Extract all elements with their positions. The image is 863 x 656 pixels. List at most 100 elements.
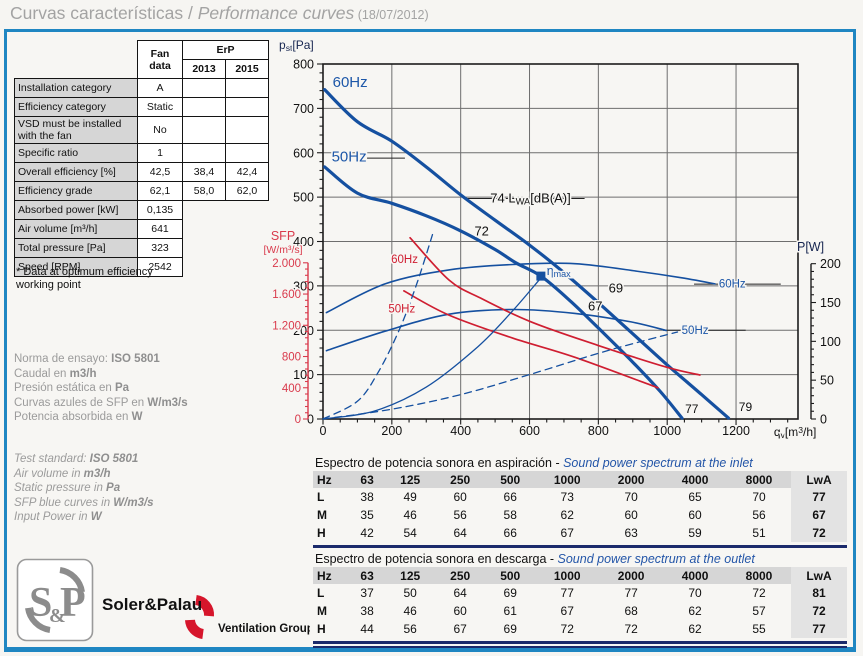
curve-label: 60Hz bbox=[719, 279, 746, 291]
band-label: M bbox=[317, 508, 327, 522]
spl-value: 56 bbox=[752, 508, 766, 522]
curve-label: 50Hz bbox=[332, 149, 367, 166]
spl-value: 62 bbox=[688, 622, 702, 636]
erp-2015-value: 62,0 bbox=[225, 181, 269, 201]
column-header: 250 bbox=[435, 471, 486, 488]
table-row: Speed [RPM] 2542 bbox=[14, 257, 269, 277]
x-tick-label: 0 bbox=[320, 424, 327, 438]
spl-value: 68 bbox=[624, 604, 638, 618]
soler-palau-logo: Soler&Palau Ventilation Group bbox=[102, 595, 314, 639]
spl-value: 66 bbox=[503, 490, 517, 504]
sound-title-es: Espectro de potencia sonora en descarga bbox=[315, 552, 547, 566]
pressure-axis-title: pst[Pa] bbox=[279, 38, 314, 53]
power-tick-label: 0 bbox=[820, 413, 827, 427]
spl-value: 38 bbox=[360, 604, 374, 618]
column-header: 8000 bbox=[727, 567, 791, 584]
page-title: Curvas características / Performance cur… bbox=[10, 3, 429, 24]
sfp-tick-label: 1.200 bbox=[272, 320, 301, 332]
curve-label: ηmax bbox=[547, 264, 571, 279]
x-tick-label: 800 bbox=[588, 424, 609, 438]
curve-label: 77 bbox=[685, 402, 699, 416]
sfp-60hz-curve bbox=[409, 236, 701, 376]
svg-text:Ventilation Group: Ventilation Group bbox=[218, 623, 310, 635]
note-line: Static pressure in Pa bbox=[14, 482, 121, 494]
fan-data-value: 42,5 bbox=[137, 162, 183, 182]
fan-data-value: 2542 bbox=[137, 257, 183, 277]
lwa-value: 77 bbox=[791, 620, 847, 638]
spl-value: 49 bbox=[403, 490, 417, 504]
spl-value: 56 bbox=[453, 508, 467, 522]
y-tick-label: 500 bbox=[293, 191, 314, 205]
spl-value: 72 bbox=[624, 622, 638, 636]
sound-title-en: Sound power spectrum at the inlet bbox=[563, 456, 753, 470]
table-separator bbox=[313, 545, 847, 548]
page-title-date: (18/07/2012) bbox=[354, 8, 429, 22]
row-label: Efficiency grade bbox=[14, 181, 138, 201]
note-line: Air volume in m3/h bbox=[14, 467, 111, 480]
table-separator bbox=[313, 641, 847, 648]
column-header: 2000 bbox=[599, 567, 664, 584]
table-row: M 38 46 60 61 67 68 62 57 72 bbox=[313, 602, 847, 620]
spl-value: 54 bbox=[403, 526, 417, 540]
column-header: 4000 bbox=[663, 567, 727, 584]
erp-2013-value bbox=[182, 116, 226, 144]
sfp-axis-title: SFP bbox=[271, 229, 295, 243]
y-tick-label: 700 bbox=[293, 102, 314, 116]
erp-2013-value: 38,4 bbox=[182, 162, 226, 182]
pressure-50hz-curve bbox=[323, 165, 684, 420]
power-50hz-curve bbox=[325, 308, 667, 352]
sound-title-en: Sound power spectrum at the outlet bbox=[557, 552, 755, 566]
sfp-axis-title-units: [W/m³/s] bbox=[263, 244, 302, 256]
spl-value: 70 bbox=[752, 490, 766, 504]
spl-value: 46 bbox=[403, 604, 417, 618]
spl-value: 60 bbox=[688, 508, 702, 522]
spl-value: 72 bbox=[752, 586, 766, 600]
system-curve-shallow-curve bbox=[322, 331, 679, 420]
performance-chart: 0 200 400 600 800 1000 1200 qv[m3/h] 0 100 200 300 4… bbox=[253, 33, 849, 462]
optimum-efficiency-point bbox=[536, 271, 546, 281]
spl-value: 69 bbox=[503, 586, 517, 600]
curve-label: 72 bbox=[474, 223, 488, 238]
spl-value: 62 bbox=[560, 508, 574, 522]
sfp-tick-label: 2.000 bbox=[272, 258, 301, 270]
spl-value: 42 bbox=[360, 526, 374, 540]
note-line: SFP blue curves in W/m3/s bbox=[14, 496, 154, 509]
sp-mark-icon: S&P bbox=[16, 558, 94, 642]
erp-2013-header: 2013 bbox=[182, 59, 226, 79]
fan-data-value: 323 bbox=[137, 238, 183, 258]
erp-header: ErP bbox=[182, 40, 269, 60]
sp-logo-brand: Soler&Palau Ventilation Group bbox=[100, 582, 314, 649]
column-header: 125 bbox=[385, 567, 436, 584]
spl-value: 70 bbox=[624, 490, 638, 504]
table-row: Absorbed power [kW] 0,135 bbox=[14, 200, 269, 220]
sound-table-title: Espectro de potencia sonora en descarga … bbox=[315, 552, 755, 566]
table-row: Air volume [m³/h] 641 bbox=[14, 219, 269, 239]
spl-value: 55 bbox=[752, 622, 766, 636]
lwa-value: 67 bbox=[791, 506, 847, 524]
table-row: Overall efficiency [%] 42,5 38,4 42,4 bbox=[14, 162, 269, 182]
column-header: Hz bbox=[313, 567, 349, 584]
sound-title-es: Espectro de potencia sonora en aspiració… bbox=[315, 456, 552, 470]
note-line: Curvas azules de SFP en W/m3/s bbox=[14, 396, 188, 409]
spl-value: 37 bbox=[360, 586, 374, 600]
row-label: Speed [RPM] bbox=[14, 257, 138, 277]
column-header: 4000 bbox=[663, 471, 727, 488]
test-standard-notes-es: Norma de ensayo: ISO 5801 Caudal en m3/h P… bbox=[14, 352, 264, 425]
spl-value: 70 bbox=[688, 586, 702, 600]
note-line: Test standard: ISO 5801 bbox=[14, 453, 139, 465]
row-label: Air volume [m³/h] bbox=[14, 219, 138, 239]
system-curve-steep-curve bbox=[322, 231, 434, 420]
page-title-es: Curvas características / bbox=[10, 3, 198, 23]
sound-spectrum-outlet-table: Hz 63 125 250 500 1000 2000 4000 8000 LwA L 37 50 64 6… bbox=[313, 567, 847, 638]
band-label: H bbox=[317, 622, 326, 636]
spl-value: 50 bbox=[403, 586, 417, 600]
spl-value: 62 bbox=[688, 604, 702, 618]
table-row: H 44 56 67 69 72 72 62 55 77 bbox=[313, 620, 847, 638]
spl-value: 59 bbox=[688, 526, 702, 540]
spl-value: 38 bbox=[360, 490, 374, 504]
svg-text:P: P bbox=[60, 580, 86, 626]
sound-table-title: Espectro de potencia sonora en aspiració… bbox=[315, 456, 753, 470]
efficiency-locus-curve bbox=[322, 277, 542, 420]
spl-value: 57 bbox=[752, 604, 766, 618]
